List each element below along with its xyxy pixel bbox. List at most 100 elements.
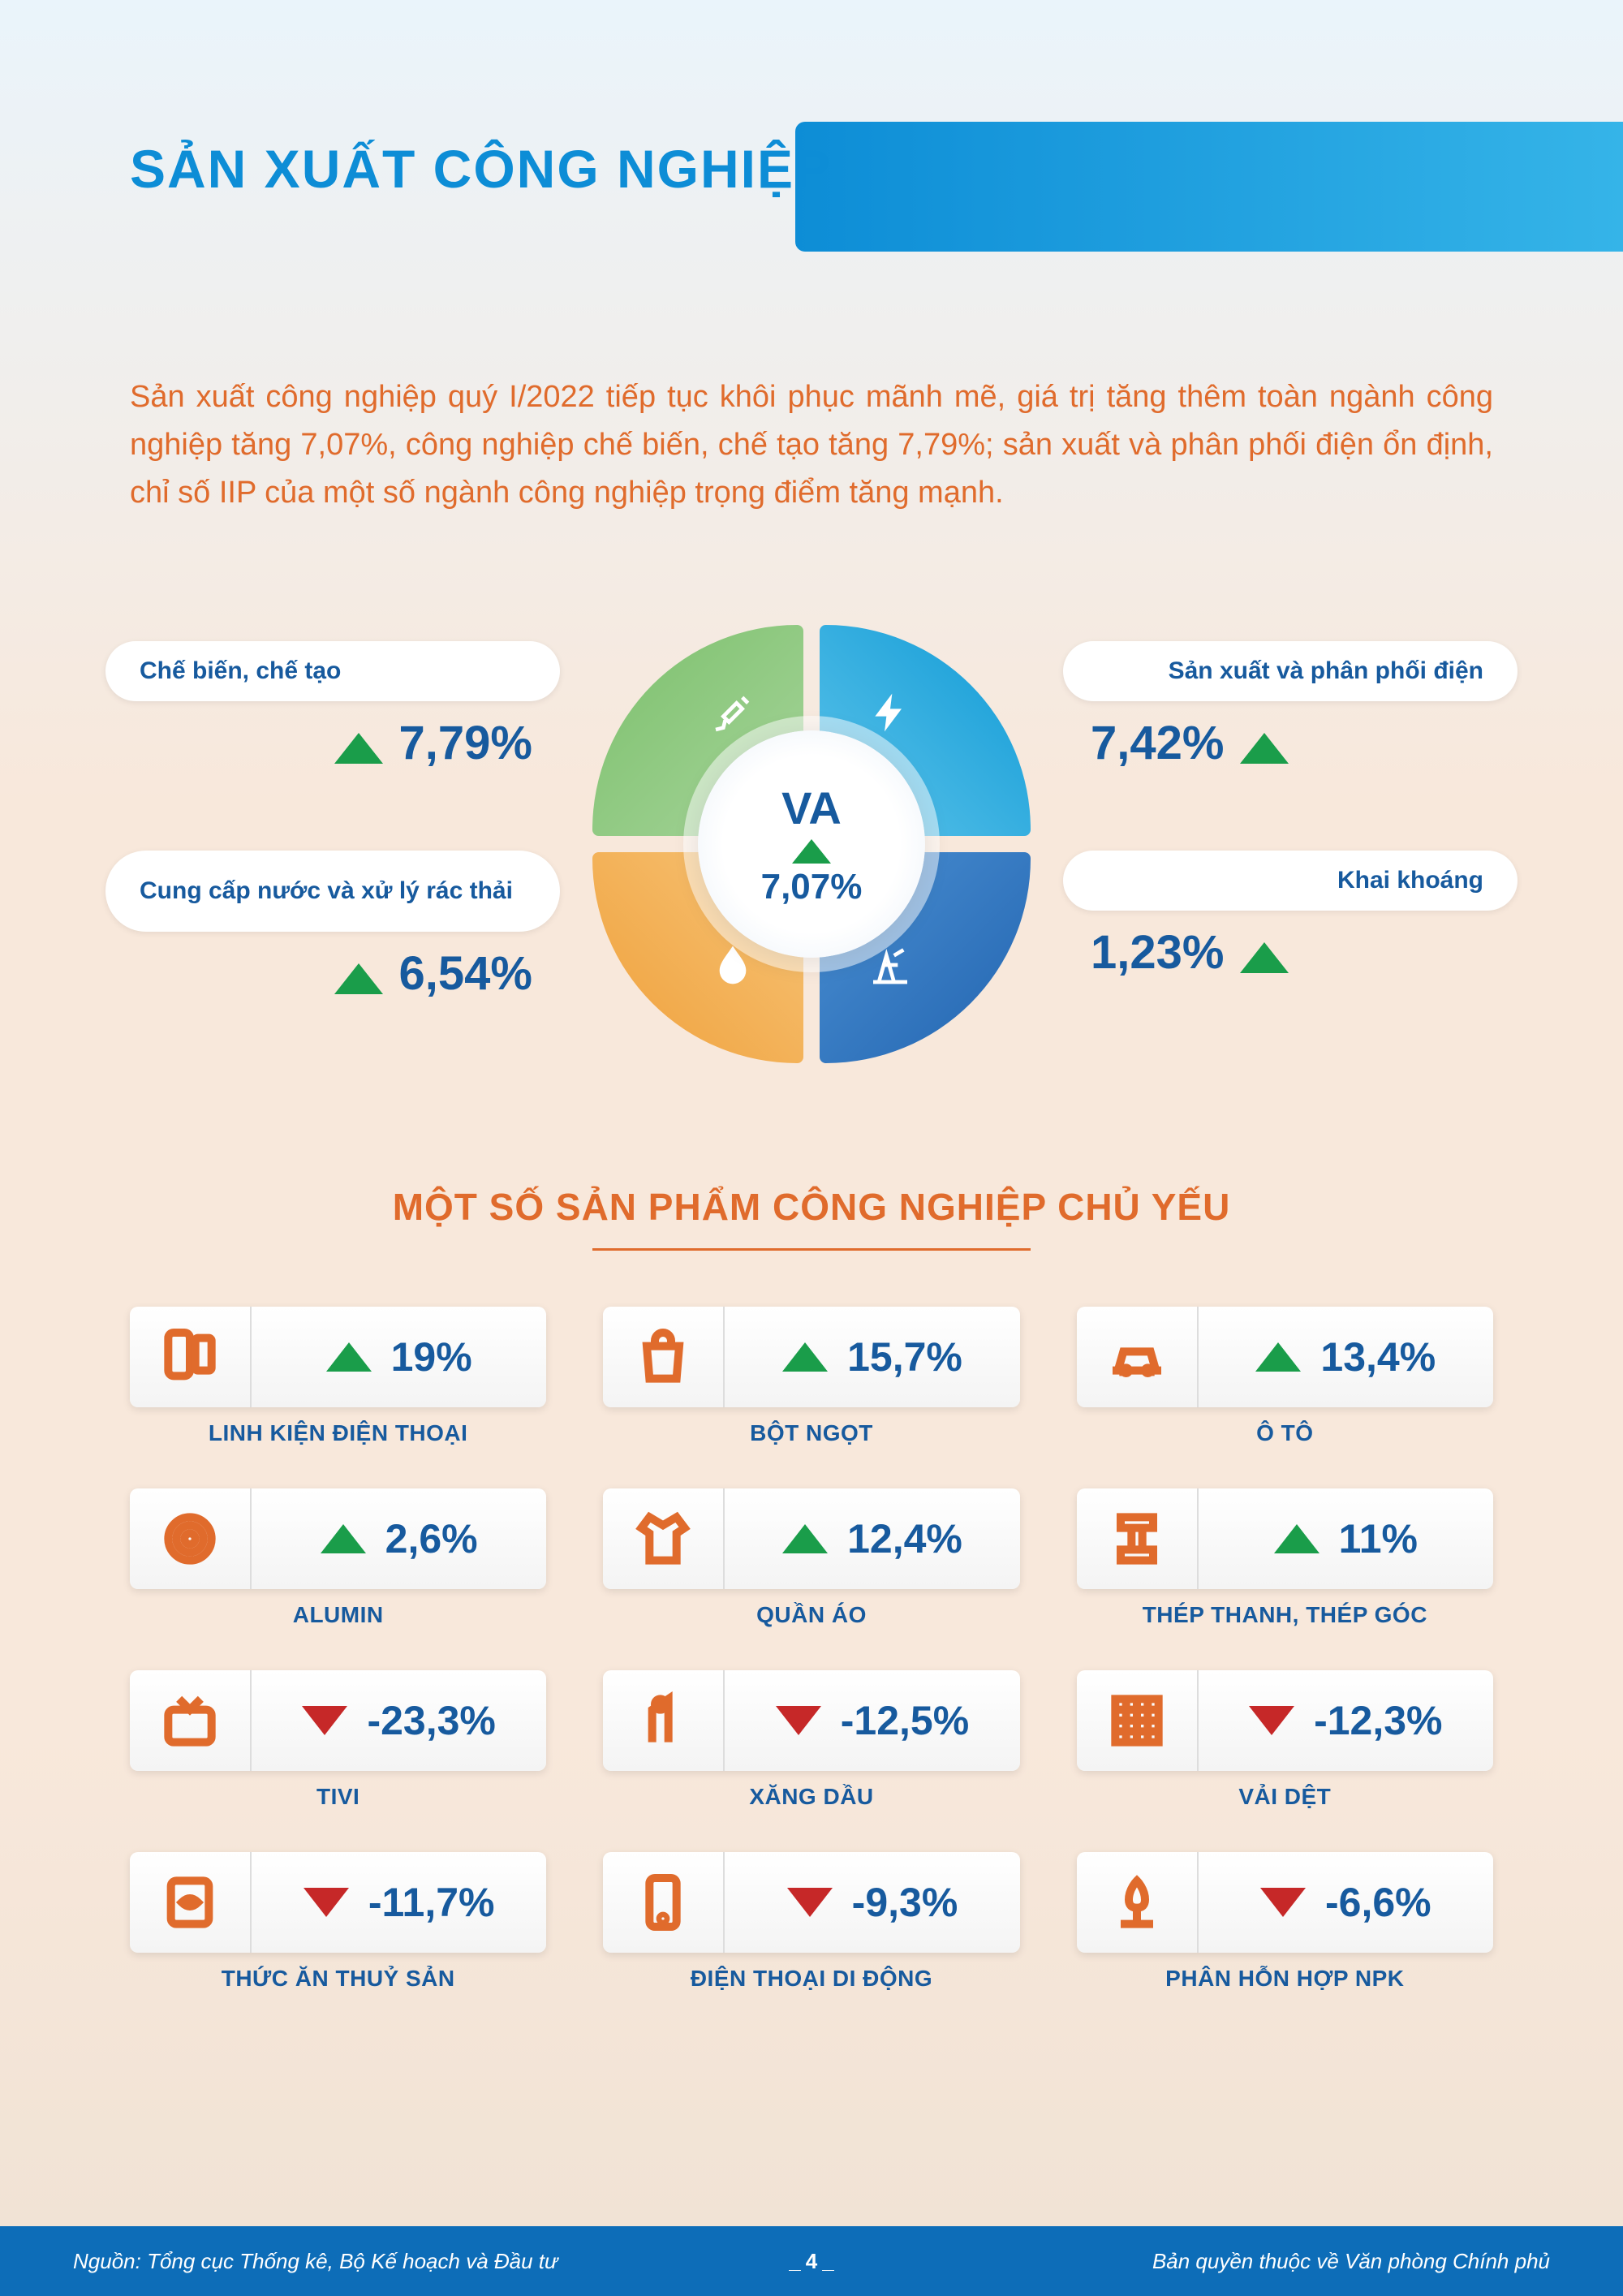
product-figure: -23,3%	[252, 1670, 546, 1771]
product-name: QUẦN ÁO	[756, 1602, 867, 1628]
mobile-icon	[603, 1852, 725, 1953]
product-figure: 11%	[1199, 1488, 1493, 1589]
sector-electricity: Sản xuất và phân phối điện 7,42%	[1063, 641, 1518, 770]
footer: Nguồn: Tổng cục Thống kê, Bộ Kế hoạch và…	[0, 2226, 1623, 2296]
sector-value: 6,54%	[399, 946, 532, 1001]
product-item: 11% THÉP THANH, THÉP GÓC	[1077, 1488, 1493, 1628]
product-card: -9,3%	[603, 1852, 1019, 1953]
product-name: PHÂN HỖN HỢP NPK	[1165, 1966, 1404, 1992]
tools-icon	[710, 690, 756, 746]
product-card: -11,7%	[130, 1852, 546, 1953]
products-grid: 19% LINH KIỆN ĐIỆN THOẠI 15,7% BỘT NGỌT …	[130, 1307, 1493, 1992]
product-figure: -9,3%	[725, 1852, 1019, 1953]
sector-value: 1,23%	[1091, 925, 1224, 980]
product-item: -9,3% ĐIỆN THOẠI DI ĐỘNG	[603, 1852, 1019, 1992]
product-value: -9,3%	[852, 1879, 958, 1926]
product-card: 13,4%	[1077, 1307, 1493, 1407]
product-card: 12,4%	[603, 1488, 1019, 1589]
fuel-icon	[603, 1670, 725, 1771]
triangle-down-icon	[1249, 1706, 1294, 1735]
product-item: 2,6% ALUMIN	[130, 1488, 546, 1628]
sector-label: Sản xuất và phân phối điện	[1063, 641, 1518, 701]
product-name: BỘT NGỌT	[750, 1420, 873, 1446]
triangle-down-icon	[787, 1888, 833, 1917]
bolt-icon	[867, 690, 913, 746]
steel-icon	[1077, 1488, 1199, 1589]
product-name: ALUMIN	[293, 1602, 384, 1628]
product-figure: -11,7%	[252, 1852, 546, 1953]
product-item: 19% LINH KIỆN ĐIỆN THOẠI	[130, 1307, 546, 1446]
triangle-up-icon	[782, 1342, 828, 1372]
phone-parts-icon	[130, 1307, 252, 1407]
sector-mining: Khai khoáng 1,23%	[1063, 851, 1518, 980]
product-item: -23,3% TIVI	[130, 1670, 546, 1810]
product-name: THỨC ĂN THUỶ SẢN	[222, 1966, 455, 1992]
product-card: 15,7%	[603, 1307, 1019, 1407]
product-figure: 12,4%	[725, 1488, 1019, 1589]
sector-manufacturing: Chế biến, chế tạo 7,79%	[105, 641, 560, 770]
sector-label: Khai khoáng	[1063, 851, 1518, 911]
va-label: VA	[781, 782, 842, 834]
triangle-up-icon	[792, 839, 831, 864]
triangle-down-icon	[1260, 1888, 1306, 1917]
triangle-up-icon	[1274, 1524, 1319, 1553]
triangle-up-icon	[321, 1524, 366, 1553]
footer-copyright: Bản quyền thuộc về Văn phòng Chính phủ	[1152, 2249, 1550, 2274]
product-name: VẢI DỆT	[1238, 1784, 1331, 1810]
product-card: 19%	[130, 1307, 546, 1407]
page-number: 4	[789, 2249, 833, 2274]
fabric-icon	[1077, 1670, 1199, 1771]
product-value: 19%	[391, 1333, 472, 1381]
triangle-up-icon	[326, 1342, 372, 1372]
product-value: -12,5%	[841, 1697, 969, 1744]
drop-icon	[710, 942, 756, 998]
va-value: 7,07%	[761, 867, 863, 907]
product-item: -12,3% VẢI DỆT	[1077, 1670, 1493, 1810]
product-value: 2,6%	[385, 1515, 478, 1562]
product-value: -6,6%	[1325, 1879, 1431, 1926]
product-name: THÉP THANH, THÉP GÓC	[1143, 1602, 1427, 1628]
triangle-down-icon	[302, 1706, 347, 1735]
product-card: -12,5%	[603, 1670, 1019, 1771]
product-item: 15,7% BỘT NGỌT	[603, 1307, 1019, 1446]
fish-feed-icon	[130, 1852, 252, 1953]
product-value: -12,3%	[1314, 1697, 1442, 1744]
product-name: XĂNG DẦU	[749, 1784, 873, 1810]
product-name: TIVI	[316, 1784, 359, 1810]
shirt-icon	[603, 1488, 725, 1589]
product-value: -23,3%	[367, 1697, 495, 1744]
product-card: -23,3%	[130, 1670, 546, 1771]
product-item: -6,6% PHÂN HỖN HỢP NPK	[1077, 1852, 1493, 1992]
product-item: 13,4% Ô TÔ	[1077, 1307, 1493, 1446]
product-name: ĐIỆN THOẠI DI ĐỘNG	[691, 1966, 932, 1992]
product-value: 12,4%	[847, 1515, 962, 1562]
va-center: VA 7,07%	[698, 730, 925, 958]
product-item: -11,7% THỨC ĂN THUỶ SẢN	[130, 1852, 546, 1992]
product-figure: 15,7%	[725, 1307, 1019, 1407]
bag-icon	[603, 1307, 725, 1407]
product-figure: -12,5%	[725, 1670, 1019, 1771]
product-card: -12,3%	[1077, 1670, 1493, 1771]
product-card: -6,6%	[1077, 1852, 1493, 1953]
sector-label: Chế biến, chế tạo	[105, 641, 560, 701]
page-title: SẢN XUẤT CÔNG NGHIỆP	[130, 138, 832, 200]
triangle-up-icon	[334, 963, 383, 994]
product-figure: 13,4%	[1199, 1307, 1493, 1407]
header-banner	[795, 122, 1623, 252]
product-value: 15,7%	[847, 1333, 962, 1381]
triangle-down-icon	[304, 1888, 349, 1917]
pump-icon	[867, 942, 913, 998]
product-figure: 19%	[252, 1307, 546, 1407]
product-figure: 2,6%	[252, 1488, 546, 1589]
product-name: LINH KIỆN ĐIỆN THOẠI	[209, 1420, 468, 1446]
triangle-up-icon	[782, 1524, 828, 1553]
coil-icon	[130, 1488, 252, 1589]
products-title: MỘT SỐ SẢN PHẨM CÔNG NGHIỆP CHỦ YẾU	[0, 1185, 1623, 1229]
tv-icon	[130, 1670, 252, 1771]
triangle-down-icon	[776, 1706, 821, 1735]
product-name: Ô TÔ	[1256, 1420, 1313, 1446]
sector-value: 7,79%	[399, 716, 532, 770]
products-divider	[592, 1248, 1031, 1251]
product-figure: -12,3%	[1199, 1670, 1493, 1771]
va-donut: VA 7,07%	[592, 625, 1031, 1063]
